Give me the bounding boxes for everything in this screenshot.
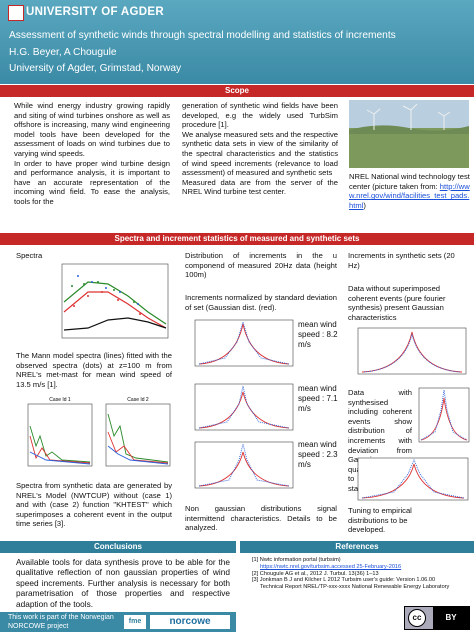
photo xyxy=(349,100,469,168)
distribution xyxy=(363,333,461,373)
reference-link[interactable]: https://nwtc.nrel.gov/turbsim.accessed 2… xyxy=(260,563,402,570)
paragraph: Measured data are from the server of the… xyxy=(182,177,338,197)
plot-label: mean wind speed : 2.3 m/s xyxy=(298,440,338,469)
histogram xyxy=(357,457,469,501)
histogram xyxy=(357,327,467,375)
case-label: Case Id 2 xyxy=(127,397,149,403)
section-bar: Scope xyxy=(0,85,474,97)
distribution xyxy=(420,389,468,441)
plot-frame xyxy=(194,441,294,489)
case-label: Case Id 1 xyxy=(49,397,71,403)
scope-col1: While wind energy industry growing rapid… xyxy=(14,101,170,207)
histogram xyxy=(194,441,294,489)
ground xyxy=(349,128,469,168)
plot-frame xyxy=(27,403,93,467)
reference: [3] Jonkman B J and Kilcher L 2012 Turbs… xyxy=(252,577,450,591)
plot-frame xyxy=(418,387,470,443)
section-bar: References xyxy=(240,541,474,553)
cc-badge: cc BY xyxy=(404,606,470,630)
distribution xyxy=(361,458,465,499)
histogram xyxy=(418,387,470,443)
logo-emblem xyxy=(8,5,24,21)
plot-label: mean wind speed : 8.2 m/s xyxy=(298,320,338,349)
case-plots: Case Id 1 Case Id 2 xyxy=(27,397,171,467)
paragraph: Increments normalized by standard deviat… xyxy=(185,293,337,312)
dots xyxy=(77,275,139,305)
plot-label: mean wind speed : 7.1 m/s xyxy=(298,384,338,413)
gaussian xyxy=(198,391,290,429)
paragraph: generation of synthetic wind fields have… xyxy=(182,101,338,130)
paragraph: Increments in synthetic sets (20 Hz) xyxy=(348,251,455,270)
curve xyxy=(107,431,169,464)
paragraph: In order to have proper wind turbine des… xyxy=(14,158,170,206)
turbines xyxy=(366,103,451,130)
norcowe-logo: norcowe xyxy=(150,615,230,629)
histogram xyxy=(194,319,294,367)
paragraph: The Mann model spectra (lines) fitted wi… xyxy=(16,351,172,389)
curve xyxy=(29,425,91,463)
paragraph: Distribution of increments in the u comp… xyxy=(185,251,337,280)
plot-frame xyxy=(194,383,294,431)
by-label: BY xyxy=(433,607,469,629)
curve xyxy=(29,435,91,464)
footer-text: This work is part of the Norwegian NORCO… xyxy=(8,614,114,630)
curve xyxy=(63,281,167,325)
hills xyxy=(349,125,469,134)
curve xyxy=(107,445,169,465)
dots xyxy=(73,291,141,315)
references-list: [1] Nwtc information portal (turbsim) ht… xyxy=(252,557,452,591)
spectra-plot xyxy=(61,263,169,339)
cc-icon: cc xyxy=(408,609,426,627)
section-bar: Spectra and increment statistics of meas… xyxy=(0,233,474,245)
plot-frame xyxy=(357,457,469,501)
logo-text: UNIVERSITY OF AGDER xyxy=(26,6,164,18)
paragraph: We analyse measured sets and the respect… xyxy=(182,129,338,178)
paragraph: While wind energy industry growing rapid… xyxy=(14,101,170,158)
paragraph: Data without superimposed coherent event… xyxy=(348,284,446,322)
curve xyxy=(63,291,167,329)
paragraph: Tuning to empirical distributions to be … xyxy=(348,506,412,535)
histogram xyxy=(194,383,294,431)
footer: This work is part of the Norwegian NORCO… xyxy=(0,612,236,632)
link[interactable]: http://www.nrel.gov/wind/facilities_test… xyxy=(349,181,470,210)
curve xyxy=(29,451,91,465)
section-bar: Conclusions xyxy=(0,541,236,553)
authors: H.G. Beyer, A Chougule xyxy=(9,47,117,58)
gaussian xyxy=(361,463,465,499)
distribution xyxy=(198,320,290,365)
fme-logo: fme xyxy=(124,615,146,629)
paragraph: Non gaussian distributions signal interm… xyxy=(185,504,337,533)
reference: [1] Nwtc information portal (turbsim) xyxy=(252,557,341,563)
caption: NREL National wind technology test cente… xyxy=(349,172,470,191)
conclusions-text: Available tools for data synthesis prove… xyxy=(16,557,230,609)
plot-frame xyxy=(105,403,171,467)
scope-col2: generation of synthetic wind fields have… xyxy=(182,101,338,197)
distribution xyxy=(198,385,290,429)
plot-frame xyxy=(61,263,169,339)
distribution xyxy=(198,443,290,487)
dots xyxy=(71,281,135,303)
paragraph: Spectra from synthetic data are generate… xyxy=(16,481,172,529)
header: UNIVERSITY OF AGDER Assessment of synthe… xyxy=(0,0,474,84)
curve xyxy=(63,317,167,331)
curve xyxy=(107,413,169,463)
caption-end: ) xyxy=(363,200,366,210)
subtitle: Spectra xyxy=(16,251,43,260)
reference: [2] Chougule AG et al., 2012 J. Turbul. … xyxy=(252,570,379,577)
photo-caption: NREL National wind technology test cente… xyxy=(349,172,471,210)
affiliation: University of Agder, Grimstad, Norway xyxy=(9,63,182,74)
title: Assessment of synthetic winds through sp… xyxy=(9,30,396,41)
